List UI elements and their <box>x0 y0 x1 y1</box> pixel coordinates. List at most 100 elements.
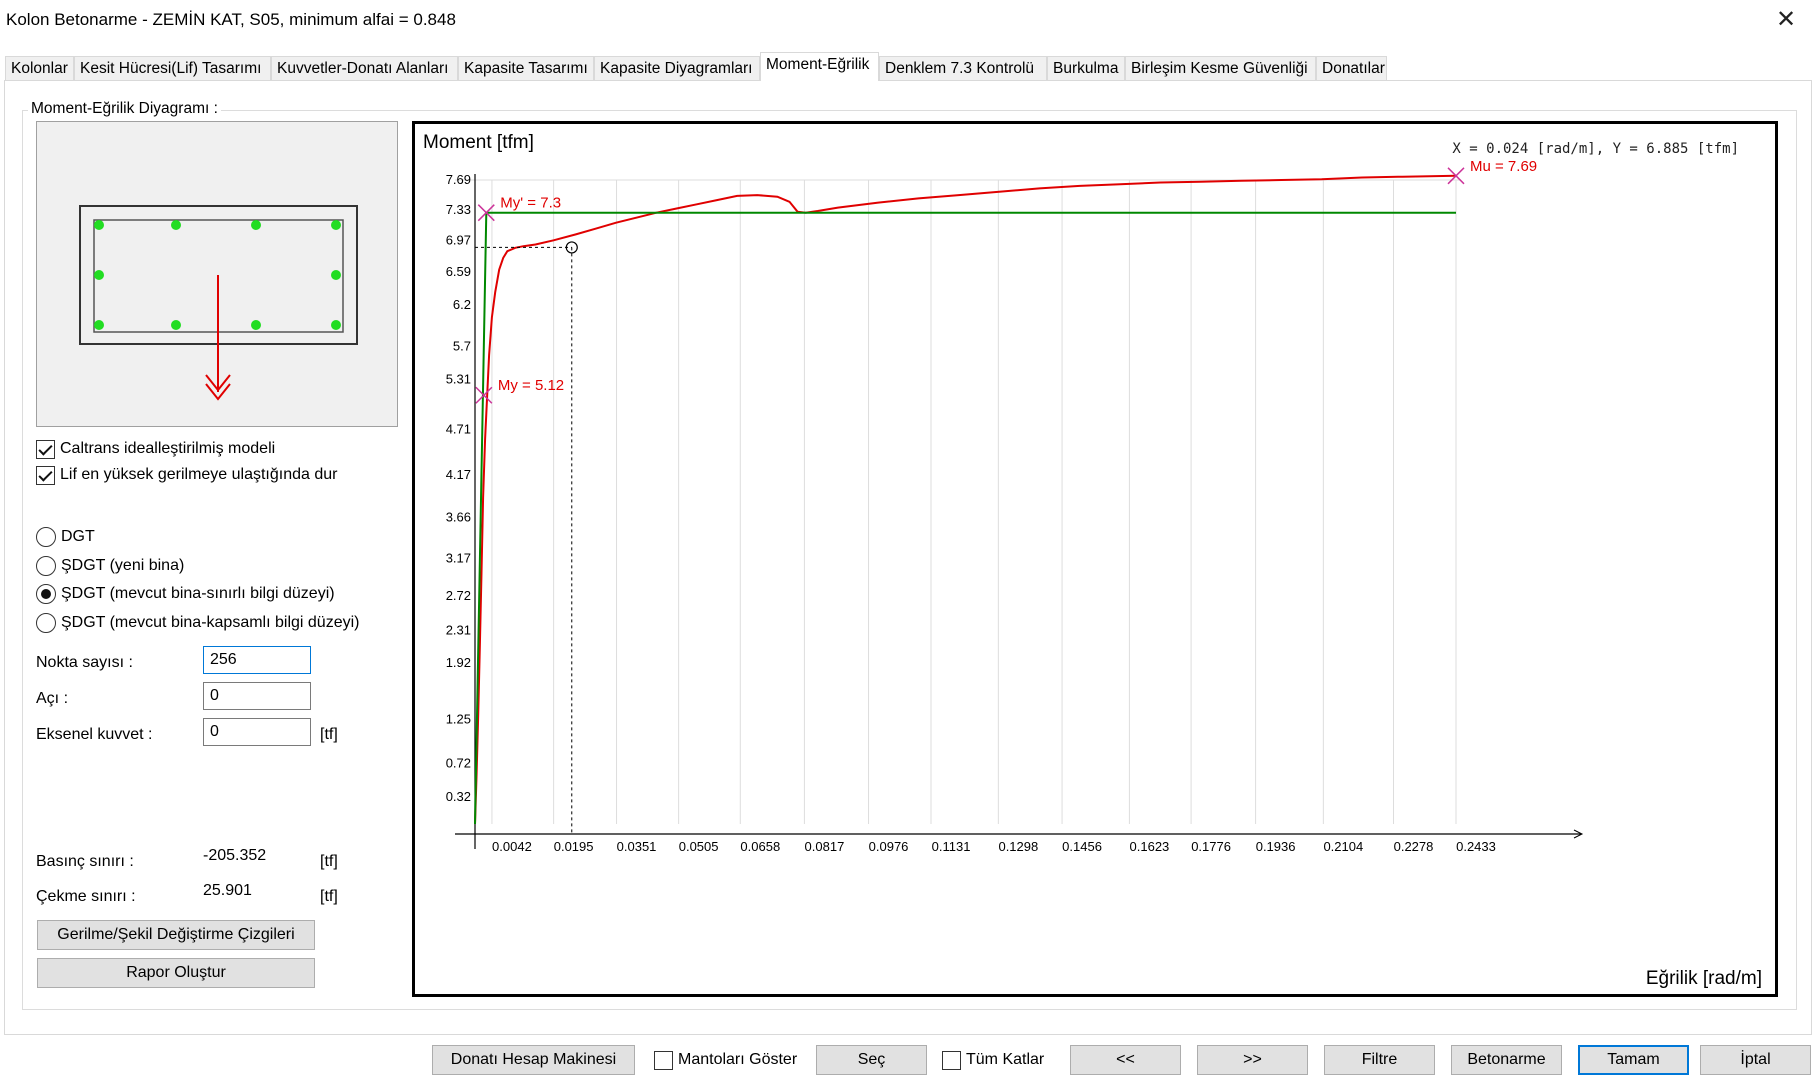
tab-denklem-7-3-kontrolü[interactable]: Denklem 7.3 Kontrolü <box>879 56 1047 80</box>
radio-sdgt-full-label: ŞDGT (mevcut bina-kapsamlı bilgi düzeyi) <box>61 614 360 631</box>
all-floors-label: Tüm Katlar <box>966 1051 1045 1068</box>
cancel-button[interactable]: İptal <box>1700 1045 1811 1075</box>
tab-kapasite-diyagramları[interactable]: Kapasite Diyagramları <box>594 56 760 80</box>
tab-kolonlar[interactable]: Kolonlar <box>5 56 74 80</box>
tab-donatılar[interactable]: Donatılar <box>1316 56 1387 80</box>
x-tick-label: 0.0351 <box>617 839 657 854</box>
y-tick-label: 5.7 <box>453 339 471 354</box>
y-tick-label: 7.33 <box>446 202 471 217</box>
all-floors-checkbox[interactable] <box>942 1050 961 1070</box>
rebar-calculator-button[interactable]: Donatı Hesap Makinesi <box>432 1045 635 1075</box>
chart-svg: 0.0042 0.0195 0.0351 0.0505 0.0658 0.0817 0.09… <box>423 132 1762 989</box>
radio-sdgt-limited-label: ŞDGT (mevcut bina-sınırlı bilgi düzeyi) <box>61 585 335 602</box>
radio-sdgt-full-circle[interactable] <box>36 613 56 633</box>
x-tick-label: 0.1776 <box>1191 839 1231 854</box>
cursor-readout: X = 0.024 [rad/m], Y = 6.885 [tfm] <box>1452 141 1739 157</box>
x-tick-label: 0.0505 <box>679 839 719 854</box>
column-section-drawing <box>79 205 358 401</box>
y-tick-label: 1.92 <box>446 655 471 670</box>
x-tick-label: 0.0976 <box>869 839 909 854</box>
filter-button[interactable]: Filtre <box>1324 1045 1435 1075</box>
show-jackets-checkbox[interactable] <box>654 1050 673 1070</box>
close-icon[interactable]: ✕ <box>1775 6 1797 33</box>
radio-sdgt-new-circle[interactable] <box>36 556 56 576</box>
y-tick-label: 6.97 <box>446 232 471 247</box>
y-tick-label: 0.32 <box>446 789 471 804</box>
radio-dgt-circle[interactable] <box>36 527 56 547</box>
all-floors-option[interactable]: Tüm Katlar <box>942 1048 1044 1072</box>
marker-x-icon <box>475 386 493 404</box>
tab-moment-eğrilik[interactable]: Moment-Eğrilik <box>760 52 879 81</box>
angle-label: Açı : <box>36 690 69 707</box>
x-axis-label: Eğrilik [rad/m] <box>1646 968 1762 989</box>
rebar-dot <box>171 320 181 330</box>
caltrans-option[interactable]: Caltrans idealleştirilmiş modeli <box>36 438 275 460</box>
ok-button[interactable]: Tamam <box>1578 1045 1689 1075</box>
compression-unit: [tf] <box>320 853 338 870</box>
show-jackets-label: Mantoları Göster <box>678 1051 798 1068</box>
tab-birleşim-kesme-güvenliği[interactable]: Birleşim Kesme Güvenliği <box>1125 56 1316 80</box>
x-tick-label: 0.2278 <box>1394 839 1434 854</box>
stress-lines-button[interactable]: Gerilme/Şekil Değiştirme Çizgileri <box>37 920 315 950</box>
section-preview <box>36 121 398 427</box>
group-label: Moment-Eğrilik Diyagramı : <box>28 100 221 118</box>
select-button[interactable]: Seç <box>816 1045 927 1075</box>
axial-input[interactable] <box>203 718 311 746</box>
rebar-dots <box>94 220 341 330</box>
next-button[interactable]: >> <box>1197 1045 1308 1075</box>
rebar-dot <box>331 320 341 330</box>
radio-sdgt-new[interactable]: ŞDGT (yeni bina) <box>36 554 184 578</box>
stop-fiber-checkbox[interactable] <box>36 465 55 485</box>
rebar-dot <box>251 320 261 330</box>
y-tick-label: 3.17 <box>446 551 471 566</box>
axial-unit: [tf] <box>320 726 338 743</box>
marker-x-icon <box>477 204 495 222</box>
x-tick-label: 0.0658 <box>740 839 780 854</box>
arrow-head-icon <box>205 383 231 401</box>
tension-label: Çekme sınırı : <box>36 888 136 905</box>
x-tick-label: 0.1623 <box>1130 839 1170 854</box>
points-label: Nokta sayısı : <box>36 654 133 671</box>
tab-kesit-hücresi-lif-tasarımı[interactable]: Kesit Hücresi(Lif) Tasarımı <box>74 56 271 80</box>
tab-kapasite-tasarımı[interactable]: Kapasite Tasarımı <box>458 56 594 80</box>
group-box <box>22 110 1797 1010</box>
show-jackets-option[interactable]: Mantoları Göster <box>654 1048 797 1072</box>
tab-kuvvetler-donatı-alanları[interactable]: Kuvvetler-Donatı Alanları <box>271 56 458 80</box>
marker-label: My' = 7.3 <box>500 195 561 212</box>
y-tick-label: 2.72 <box>446 588 471 603</box>
radio-sdgt-full[interactable]: ŞDGT (mevcut bina-kapsamlı bilgi düzeyi) <box>36 611 359 635</box>
compression-value: -205.352 <box>203 847 267 864</box>
axial-label: Eksenel kuvvet : <box>36 726 153 743</box>
radio-sdgt-limited[interactable]: ŞDGT (mevcut bina-sınırlı bilgi düzeyi) <box>36 582 335 606</box>
y-tick-label: 6.2 <box>453 297 471 312</box>
title-bar: Kolon Betonarme - ZEMİN KAT, S05, minimu… <box>0 0 1819 42</box>
arrow-head-icon <box>205 374 231 392</box>
caltrans-checkbox[interactable] <box>36 439 55 459</box>
compression-label: Basınç sınırı : <box>36 853 134 870</box>
previous-button[interactable]: << <box>1070 1045 1181 1075</box>
y-tick-label: 0.72 <box>446 756 471 771</box>
x-tick-label: 0.1131 <box>932 839 971 854</box>
radio-dgt-label: DGT <box>61 528 95 545</box>
radio-dgt[interactable]: DGT <box>36 525 95 549</box>
y-tick-label: 4.71 <box>446 422 471 437</box>
x-tick-label: 0.0042 <box>492 839 532 854</box>
stop-fiber-option[interactable]: Lif en yüksek gerilmeye ulaştığında dur <box>36 464 337 486</box>
radio-sdgt-limited-circle[interactable] <box>36 584 56 604</box>
tab-burkulma[interactable]: Burkulma <box>1047 56 1125 80</box>
rebar-dot <box>171 220 181 230</box>
x-tick-label: 0.1298 <box>998 839 1038 854</box>
report-button[interactable]: Rapor Oluştur <box>37 958 315 988</box>
y-tick-label: 7.69 <box>446 172 471 187</box>
window-title: Kolon Betonarme - ZEMİN KAT, S05, minimu… <box>6 10 456 29</box>
x-axis-arrow-icon <box>1573 829 1584 839</box>
y-tick-label: 2.31 <box>446 623 471 638</box>
stop-fiber-label: Lif en yüksek gerilmeye ulaştığında dur <box>60 466 338 483</box>
moment-curvature-chart: 0.0042 0.0195 0.0351 0.0505 0.0658 0.0817 0.09… <box>412 121 1778 997</box>
y-tick-label: 4.17 <box>446 467 471 482</box>
points-input[interactable] <box>203 646 311 674</box>
y-tick-label: 6.59 <box>446 264 471 279</box>
radio-sdgt-new-label: ŞDGT (yeni bina) <box>61 557 185 574</box>
concrete-button[interactable]: Betonarme <box>1451 1045 1562 1075</box>
angle-input[interactable] <box>203 682 311 710</box>
